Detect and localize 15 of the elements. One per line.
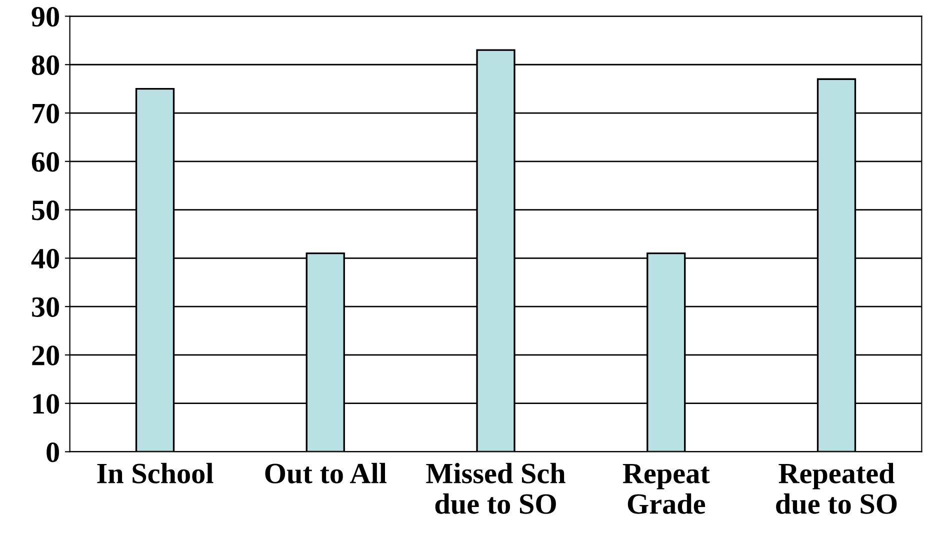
y-tick-label: 60 — [32, 152, 59, 172]
y-tick-label: 10 — [33, 394, 59, 414]
y-tick-label: 50 — [32, 200, 59, 220]
y-tick-label: 30 — [32, 297, 59, 317]
x-tick-label: Missed Sch due to SO — [426, 462, 566, 514]
y-tick-label: 40 — [31, 248, 59, 269]
x-tick-label: Out to All — [265, 462, 386, 484]
y-tick-label: 80 — [32, 55, 59, 76]
x-tick-label: Repeated due to SO — [776, 462, 897, 514]
x-tick-label: Repeat Grade — [622, 464, 710, 514]
y-tick-label: 20 — [32, 346, 59, 366]
y-tick-label: 70 — [32, 104, 59, 124]
y-tick-label: 90 — [32, 6, 59, 27]
x-tick-label: In School — [97, 462, 214, 484]
y-tick-label: 0 — [46, 442, 59, 462]
